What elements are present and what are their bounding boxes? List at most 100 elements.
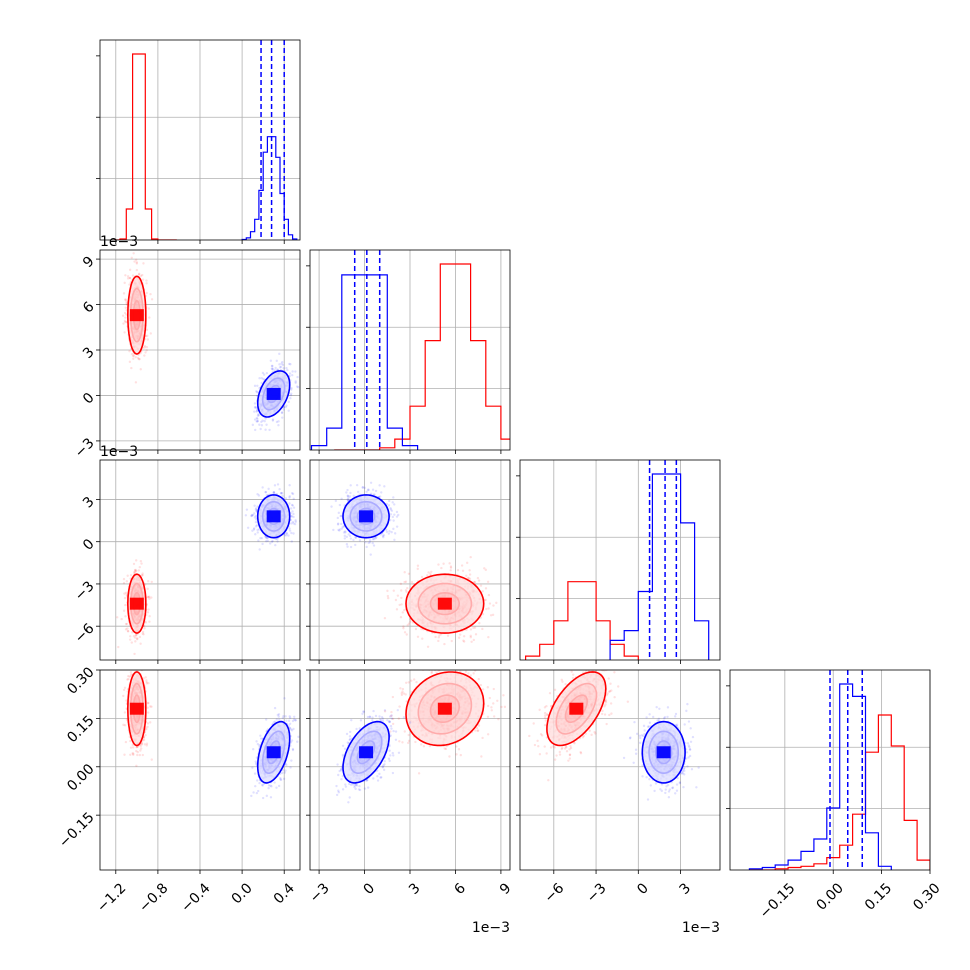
- scatter-point: [123, 331, 126, 334]
- scatter-point: [292, 522, 295, 525]
- scatter-point: [400, 596, 403, 600]
- scatter-point: [132, 746, 135, 749]
- scatter-point: [291, 373, 294, 377]
- scatter-point: [473, 580, 476, 584]
- scatter-point: [476, 576, 480, 580]
- scatter-point: [266, 539, 269, 542]
- scatter-point: [271, 539, 274, 543]
- scatter-point: [448, 562, 451, 565]
- scatter-point: [276, 540, 279, 543]
- scatter-point: [372, 537, 376, 541]
- scatter-point: [284, 497, 288, 500]
- scatter-point: [365, 545, 368, 549]
- scatter-point: [124, 298, 127, 301]
- scatter-point: [141, 273, 144, 277]
- panel-2-1: [306, 460, 510, 664]
- scatter-point: [126, 277, 130, 280]
- scatter-point: [387, 532, 391, 535]
- scatter-point: [289, 397, 292, 400]
- scatter-point: [416, 567, 419, 571]
- scatter-point: [292, 497, 295, 501]
- scatter-point: [256, 420, 259, 423]
- scatter-point: [271, 419, 275, 422]
- scatter-point: [134, 381, 138, 384]
- scatter-point: [129, 635, 132, 638]
- scatter-point: [285, 534, 288, 537]
- scatter-point: [381, 534, 385, 538]
- scatter-point: [143, 627, 146, 630]
- scatter-point: [269, 359, 273, 362]
- scatter-point: [487, 607, 490, 610]
- scatter-point: [127, 674, 130, 678]
- scatter-point: [274, 543, 277, 547]
- scatter-point: [276, 368, 279, 371]
- scatter-point: [374, 537, 377, 540]
- scatter-point: [388, 529, 391, 533]
- scatter-point: [274, 537, 277, 541]
- scatter-point: [133, 652, 136, 656]
- scatter-point: [134, 355, 137, 359]
- scatter-point: [294, 370, 297, 373]
- scatter-point: [398, 603, 401, 607]
- scatter-point: [287, 534, 290, 537]
- scatter-point: [473, 580, 476, 584]
- scatter-point: [467, 576, 470, 580]
- scatter-point: [492, 604, 495, 607]
- scatter-point: [263, 419, 266, 423]
- scatter-point: [132, 357, 135, 360]
- scatter-point: [264, 535, 268, 539]
- scatter-point: [255, 510, 258, 513]
- scatter-point: [132, 354, 135, 358]
- scatter-point: [145, 349, 148, 352]
- panel-2-0: [96, 460, 300, 664]
- scatter-point: [145, 679, 148, 682]
- scatter-point: [137, 273, 141, 276]
- scatter-point: [354, 536, 357, 539]
- scatter-point: [271, 368, 274, 371]
- scatter-point: [265, 423, 268, 426]
- density-peak: [359, 510, 374, 523]
- scatter-point: [255, 406, 258, 410]
- scatter-point: [462, 635, 466, 638]
- scatter-point: [259, 536, 262, 540]
- scatter-point: [125, 300, 128, 303]
- scatter-point: [291, 520, 295, 524]
- scatter-point: [291, 510, 294, 513]
- scatter-point: [270, 540, 274, 544]
- scatter-point: [254, 428, 257, 432]
- scatter-point: [126, 627, 129, 630]
- scatter-point: [284, 405, 287, 409]
- scatter-point: [290, 392, 293, 395]
- scatter-point: [135, 666, 137, 668]
- scatter-point: [135, 664, 137, 666]
- scatter-point: [257, 413, 261, 417]
- scatter-point: [403, 580, 406, 584]
- scatter-point: [136, 753, 139, 757]
- scatter-point: [473, 626, 477, 629]
- scatter-point: [291, 504, 294, 507]
- scatter-point: [134, 634, 138, 637]
- scatter-point: [339, 514, 342, 518]
- scatter-point: [282, 408, 285, 411]
- scatter-point: [273, 369, 276, 372]
- scatter-point: [268, 428, 271, 432]
- scatter-point: [374, 489, 378, 493]
- scatter-point: [130, 663, 132, 665]
- scatter-point: [135, 559, 138, 562]
- scatter-point: [147, 681, 150, 685]
- scatter-point: [294, 519, 297, 522]
- scatter-point: [281, 494, 284, 498]
- scatter-point: [244, 514, 248, 517]
- scatter-point: [281, 360, 284, 364]
- scatter-point: [293, 522, 297, 526]
- scatter-point: [429, 572, 432, 575]
- scatter-point: [128, 283, 131, 286]
- scatter-point: [258, 377, 261, 380]
- scatter-point: [256, 492, 259, 496]
- scatter-point: [260, 420, 263, 424]
- scatter-point: [288, 496, 291, 499]
- scatter-point: [369, 553, 372, 556]
- scatter-point: [344, 531, 347, 534]
- scatter-point: [288, 362, 291, 366]
- scatter-point: [135, 261, 139, 264]
